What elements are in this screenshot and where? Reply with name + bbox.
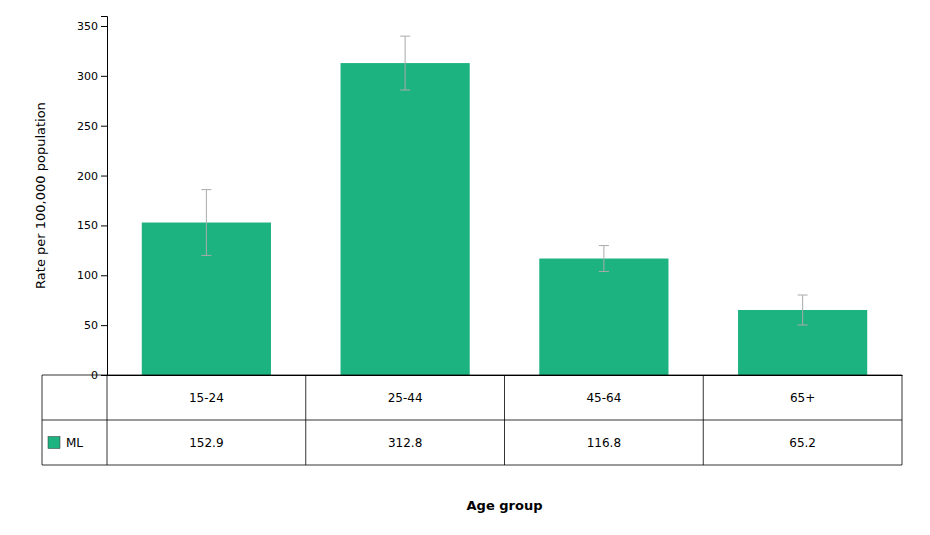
error-bar-line — [206, 190, 207, 256]
y-tick: 300 — [77, 70, 107, 83]
y-tick-label: 150 — [77, 219, 98, 232]
table-line — [42, 465, 902, 466]
y-tick-label: 100 — [77, 269, 98, 282]
error-bar-cap — [400, 36, 410, 37]
y-axis-line — [101, 17, 108, 376]
error-bar-cap — [599, 245, 609, 246]
y-tick: 0 — [91, 369, 107, 382]
error-bar — [798, 295, 808, 325]
table-line — [42, 375, 43, 465]
error-bar-line — [405, 36, 406, 90]
chart: 05010015020025030035015-2425-4445-6465+1… — [0, 0, 930, 535]
category-label: 45-64 — [586, 391, 621, 405]
table-line — [305, 375, 306, 465]
y-tick-mark — [101, 275, 107, 276]
y-axis: 0 50 100 150 200 250 300 350 — [77, 17, 108, 383]
legend-swatch — [48, 437, 60, 449]
error-bar-cap — [400, 89, 410, 90]
error-bar — [599, 246, 609, 272]
table-line — [42, 420, 902, 421]
y-axis-title: Rate per 100,000 population — [33, 102, 48, 289]
y-tick-label: 200 — [77, 170, 98, 183]
table-line — [42, 375, 902, 376]
data-table: 15-24 25-44 45-64 65+ 152.9 312.8 116.8 65.2 ML — [42, 375, 902, 465]
y-tick-mark — [101, 225, 107, 226]
error-bar-cap — [201, 255, 211, 256]
y-tick: 250 — [77, 120, 107, 133]
x-axis-title: Age group — [467, 498, 543, 513]
y-tick-mark — [101, 76, 107, 77]
data-label: 65.2 — [789, 436, 816, 450]
category-label: 25-44 — [388, 391, 423, 405]
error-bar-cap — [798, 295, 808, 296]
bar — [341, 63, 470, 375]
y-tick: 200 — [77, 170, 107, 183]
error-bar-cap — [599, 271, 609, 272]
y-tick: 150 — [77, 219, 107, 232]
error-bar — [400, 36, 410, 90]
y-tick: 50 — [84, 319, 107, 332]
y-tick-label: 300 — [77, 70, 98, 83]
table-line — [504, 375, 505, 465]
table-line — [107, 375, 108, 465]
error-bar-line — [603, 246, 604, 272]
y-tick-label: 350 — [77, 20, 98, 33]
y-tick-mark — [101, 325, 107, 326]
legend-label: ML — [66, 436, 83, 450]
error-bar-cap — [798, 324, 808, 325]
y-tick-mark — [101, 126, 107, 127]
y-tick: 100 — [77, 269, 107, 282]
y-tick-label: 250 — [77, 120, 98, 133]
table-line — [902, 375, 903, 465]
bar — [539, 259, 668, 375]
data-label: 152.9 — [189, 436, 223, 450]
error-bar-line — [802, 295, 803, 325]
y-tick-label: 50 — [84, 319, 98, 332]
plot-area — [142, 36, 867, 375]
y-tick: 350 — [77, 20, 107, 33]
data-label: 312.8 — [388, 436, 422, 450]
category-label: 15-24 — [189, 391, 224, 405]
error-bar-cap — [201, 189, 211, 190]
y-tick-mark — [101, 176, 107, 177]
y-tick-label: 0 — [91, 369, 98, 382]
category-label: 65+ — [790, 391, 815, 405]
data-label: 116.8 — [587, 436, 621, 450]
error-bar — [201, 190, 211, 256]
y-tick-mark — [101, 26, 107, 27]
table-line — [703, 375, 704, 465]
